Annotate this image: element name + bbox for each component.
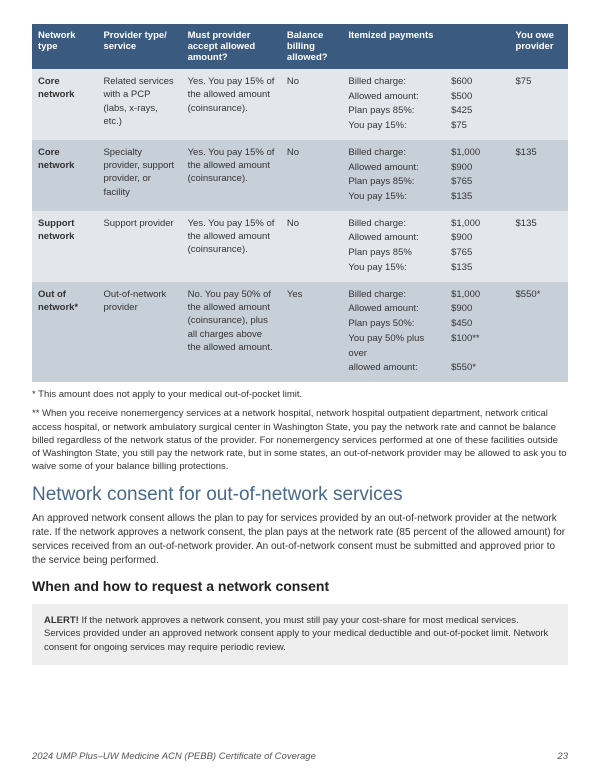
cell-balance: Yes <box>281 282 343 382</box>
section-paragraph: An approved network consent allows the p… <box>32 512 568 568</box>
item-value: $1,000 <box>451 217 503 232</box>
cell-must: Yes. You pay 15% of the allowed amount (… <box>182 211 281 282</box>
item-value: $425 <box>451 104 503 119</box>
th-must: Must provider accept allowed amount? <box>182 24 281 69</box>
cell-balance: No <box>281 140 343 211</box>
item-label: Billed charge: <box>348 146 451 161</box>
item-label: allowed amount: <box>348 361 451 376</box>
section-heading: Network consent for out-of-network servi… <box>32 484 568 506</box>
cell-balance: No <box>281 211 343 282</box>
item-value: $600 <box>451 75 503 90</box>
item-label: You pay 15%: <box>348 261 451 276</box>
item-value: $75 <box>451 119 503 134</box>
cell-network: Support network <box>32 211 97 282</box>
cell-item-values: $1,000$900$765$135 <box>451 140 509 211</box>
item-value: $135 <box>451 190 503 205</box>
item-label: Plan pays 85%: <box>348 104 451 119</box>
item-label: You pay 50% plus <box>348 332 451 347</box>
item-value: $1,000 <box>451 288 503 303</box>
th-balance: Balance billing allowed? <box>281 24 343 69</box>
item-value: $900 <box>451 302 503 317</box>
cell-must: Yes. You pay 15% of the allowed amount (… <box>182 140 281 211</box>
cell-network: Core network <box>32 140 97 211</box>
item-label: Billed charge: <box>348 288 451 303</box>
item-label: Billed charge: <box>348 75 451 90</box>
alert-box: ALERT! If the network approves a network… <box>32 604 568 665</box>
th-network: Network type <box>32 24 97 69</box>
cell-owe: $135 <box>510 211 568 282</box>
th-provider: Provider type/ service <box>97 24 181 69</box>
item-value: $550* <box>451 361 503 376</box>
item-label: Allowed amount: <box>348 90 451 105</box>
item-label: You pay 15%: <box>348 190 451 205</box>
footer-left: 2024 UMP Plus–UW Medicine ACN (PEBB) Cer… <box>32 751 316 762</box>
item-label: Allowed amount: <box>348 161 451 176</box>
item-value: $765 <box>451 175 503 190</box>
alert-text: If the network approves a network consen… <box>44 615 548 654</box>
cell-owe: $135 <box>510 140 568 211</box>
cell-must: Yes. You pay 15% of the allowed amount (… <box>182 69 281 140</box>
cell-provider: Specialty provider, support provider, or… <box>97 140 181 211</box>
footnote-2: ** When you receive nonemergency service… <box>32 407 568 473</box>
subheading: When and how to request a network consen… <box>32 578 568 594</box>
cell-must: No. You pay 50% of the allowed amount (c… <box>182 282 281 382</box>
item-value <box>451 347 503 362</box>
footer-right: 23 <box>557 751 568 762</box>
cell-network: Core network <box>32 69 97 140</box>
item-value: $1,000 <box>451 146 503 161</box>
table-header-row: Network type Provider type/ service Must… <box>32 24 568 69</box>
alert-prefix: ALERT! <box>44 615 79 626</box>
th-itemized: Itemized payments <box>342 24 509 69</box>
item-value: $100** <box>451 332 503 347</box>
cell-item-values: $1,000$900$450$100** $550* <box>451 282 509 382</box>
item-label: Plan pays 85% <box>348 246 451 261</box>
cell-owe: $550* <box>510 282 568 382</box>
item-label: Allowed amount: <box>348 302 451 317</box>
cell-network: Out of network* <box>32 282 97 382</box>
cell-item-values: $600$500$425$75 <box>451 69 509 140</box>
cell-item-labels: Billed charge:Allowed amount:Plan pays 8… <box>342 140 451 211</box>
item-label: Allowed amount: <box>348 231 451 246</box>
table-row: Out of network*Out-of-network providerNo… <box>32 282 568 382</box>
cell-provider: Support provider <box>97 211 181 282</box>
item-value: $900 <box>451 231 503 246</box>
item-label: Plan pays 85%: <box>348 175 451 190</box>
item-value: $500 <box>451 90 503 105</box>
item-label: Billed charge: <box>348 217 451 232</box>
cell-balance: No <box>281 69 343 140</box>
table-row: Core networkSpecialty provider, support … <box>32 140 568 211</box>
cell-item-values: $1,000$900$765$135 <box>451 211 509 282</box>
cell-item-labels: Billed charge:Allowed amount:Plan pays 5… <box>342 282 451 382</box>
cell-provider: Related services with a PCP (labs, x-ray… <box>97 69 181 140</box>
footnote-1: * This amount does not apply to your med… <box>32 388 568 401</box>
table-row: Core networkRelated services with a PCP … <box>32 69 568 140</box>
payments-table: Network type Provider type/ service Must… <box>32 24 568 382</box>
table-row: Support networkSupport providerYes. You … <box>32 211 568 282</box>
cell-provider: Out-of-network provider <box>97 282 181 382</box>
page-footer: 2024 UMP Plus–UW Medicine ACN (PEBB) Cer… <box>32 751 568 762</box>
item-label: over <box>348 347 451 362</box>
cell-item-labels: Billed charge:Allowed amount:Plan pays 8… <box>342 69 451 140</box>
cell-item-labels: Billed charge:Allowed amount:Plan pays 8… <box>342 211 451 282</box>
cell-owe: $75 <box>510 69 568 140</box>
item-value: $450 <box>451 317 503 332</box>
item-label: Plan pays 50%: <box>348 317 451 332</box>
item-value: $900 <box>451 161 503 176</box>
item-value: $135 <box>451 261 503 276</box>
item-value: $765 <box>451 246 503 261</box>
item-label: You pay 15%: <box>348 119 451 134</box>
th-owe: You owe provider <box>510 24 568 69</box>
